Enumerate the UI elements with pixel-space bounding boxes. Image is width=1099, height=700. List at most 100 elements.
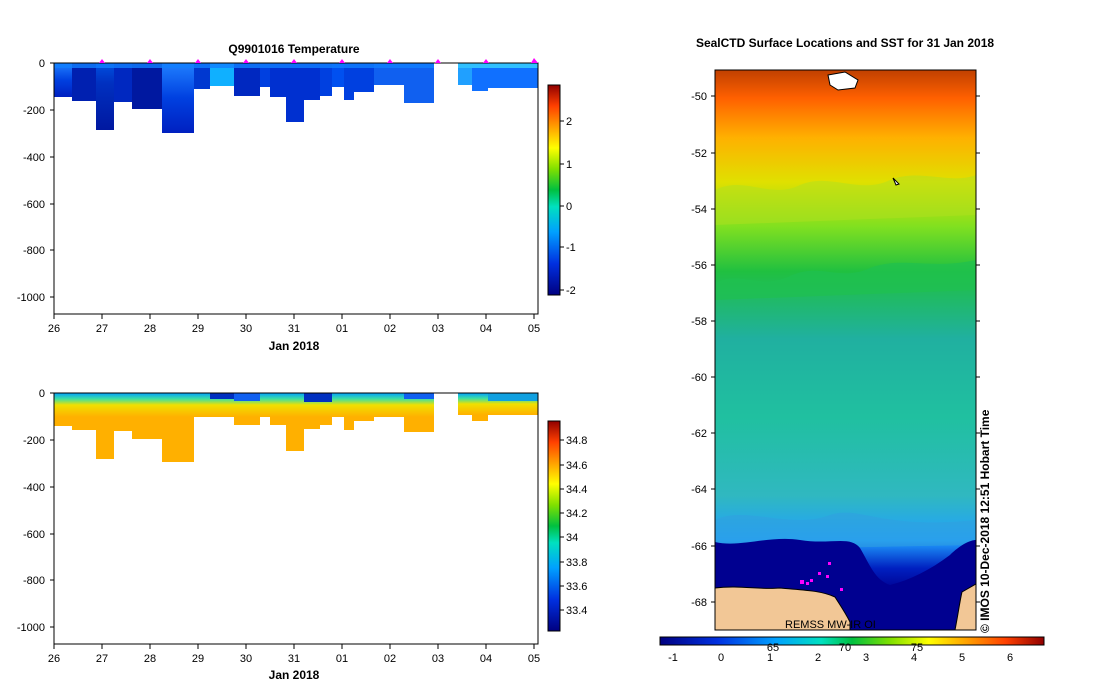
salinity-surface-fresh (234, 393, 260, 401)
x-tick-label: 29 (192, 653, 204, 665)
temp-profile (54, 63, 72, 97)
seal-locations (800, 562, 843, 591)
seal-location (806, 582, 809, 585)
temp-surface-layer (54, 63, 434, 68)
lat-tick-label: -64 (691, 484, 707, 496)
colorbar-tick-label: 2 (815, 652, 821, 664)
profile-marker (339, 59, 345, 63)
salinity-surface-fresh (488, 393, 538, 401)
profile-marker (387, 59, 393, 63)
lat-tick-label: -62 (691, 428, 707, 440)
lat-tick-label: -56 (691, 260, 707, 272)
colorbar-inner-label: 75 (911, 642, 923, 654)
salinity-profile (72, 417, 96, 430)
x-tick-label: 03 (432, 323, 444, 335)
x-tick-label: 04 (480, 653, 492, 665)
salinity-profile (320, 417, 332, 425)
colorbar-tick-label: 4 (911, 652, 917, 664)
salinity-profile (132, 417, 162, 439)
temp-profile (194, 63, 210, 89)
x-tick-label: 31 (288, 323, 300, 335)
profile-marker (243, 59, 249, 63)
temp-profile (72, 63, 96, 101)
colorbar-tick-label: 1 (566, 159, 572, 171)
temperature-xlabel: Jan 2018 (269, 339, 320, 353)
temperature-colorbar (547, 84, 561, 296)
x-tick-label: 30 (240, 323, 252, 335)
temp-profile (472, 63, 488, 91)
colorbar-tick-label: -1 (668, 652, 678, 664)
x-tick-label: 01 (336, 653, 348, 665)
lat-tick-label: -58 (691, 316, 707, 328)
island-outline (827, 71, 859, 91)
sst-map: REMSS MW-IR OI (714, 70, 977, 631)
salinity-surface-fresh (404, 393, 434, 399)
salinity-x-axis: 26 27 28 29 30 31 01 02 03 04 05 Jan 201… (48, 644, 540, 682)
temp-profile (260, 63, 270, 87)
x-tick-label: 27 (96, 323, 108, 335)
seal-location (828, 562, 831, 565)
lat-tick-label: -66 (691, 541, 707, 553)
map-credit: REMSS MW-IR OI (785, 619, 876, 631)
profile-markers (99, 58, 538, 63)
profile-marker (435, 59, 441, 63)
colorbar-tick-label: 33.8 (566, 557, 587, 569)
y-tick-label: 0 (39, 58, 45, 70)
seal-location (826, 575, 829, 578)
salinity-profile (270, 417, 286, 425)
salinity-profile (96, 417, 114, 459)
temperature-colorbar-ticks: 2 1 0 -1 -2 (560, 116, 576, 297)
sst-front (715, 175, 976, 225)
temp-profile (286, 63, 304, 122)
temp-profile (458, 63, 472, 85)
temp-profile (354, 63, 374, 92)
lat-tick-label: -52 (691, 148, 707, 160)
x-tick-label: 02 (384, 323, 396, 335)
y-tick-label: -200 (23, 105, 45, 117)
salinity-xlabel: Jan 2018 (269, 668, 320, 682)
y-tick-label: -800 (23, 575, 45, 587)
salinity-colorbar (547, 420, 561, 632)
imos-watermark: © IMOS 10-Dec-2018 12:51 Hobart Time (978, 409, 992, 633)
y-tick-label: 0 (39, 388, 45, 400)
salinity-profile (472, 415, 488, 421)
profile-marker (147, 59, 153, 63)
salinity-y-axis: 0 -200 -400 -600 -800 -1000 (17, 388, 54, 634)
salinity-profile (304, 417, 320, 429)
temperature-title: Q9901016 Temperature (228, 42, 360, 56)
x-tick-label: 30 (240, 653, 252, 665)
salinity-surface-fresh (304, 393, 332, 402)
y-tick-label: -600 (23, 199, 45, 211)
temp-profile (332, 63, 344, 87)
colorbar-inner-label: 70 (839, 642, 851, 654)
x-tick-label: 02 (384, 653, 396, 665)
profile-marker (483, 59, 489, 63)
x-tick-label: 26 (48, 653, 60, 665)
x-tick-label: 27 (96, 653, 108, 665)
salinity-profile (162, 417, 194, 462)
y-tick-label: -800 (23, 245, 45, 257)
x-tick-label: 29 (192, 323, 204, 335)
x-tick-label: 31 (288, 653, 300, 665)
salinity-section (54, 393, 538, 462)
colorbar-tick-label: 34 (566, 532, 578, 544)
colorbar-tick-label: 1 (767, 652, 773, 664)
lat-tick-label: -60 (691, 372, 707, 384)
x-tick-label: 05 (528, 323, 540, 335)
lat-tick-label: -68 (691, 597, 707, 609)
colorbar-tick-label: 34.6 (566, 460, 587, 472)
lat-tick-label: -50 (691, 91, 707, 103)
seal-location (840, 588, 843, 591)
salinity-profile (344, 417, 354, 430)
profile-marker (531, 58, 538, 63)
y-tick-label: -1000 (17, 292, 45, 304)
temp-profile (234, 63, 260, 96)
salinity-profile (114, 417, 132, 431)
y-tick-label: -600 (23, 529, 45, 541)
salinity-profile (54, 417, 72, 426)
sst-front (715, 260, 976, 300)
colorbar-tick-label: 6 (1007, 652, 1013, 664)
temp-profile (304, 63, 320, 100)
colorbar-tick-label: 5 (959, 652, 965, 664)
